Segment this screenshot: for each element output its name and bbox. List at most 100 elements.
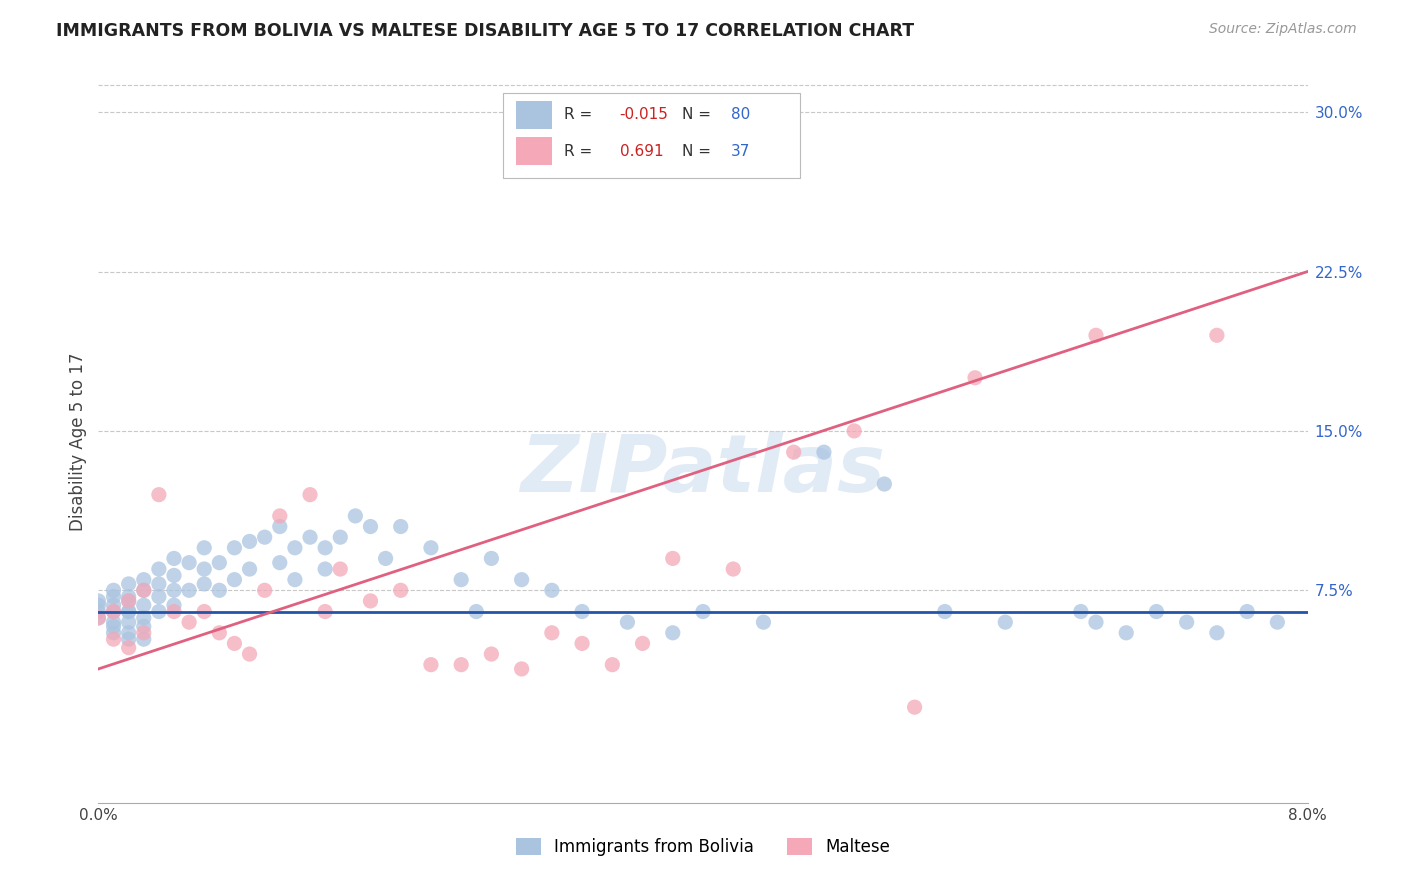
Point xyxy=(389,583,412,598)
Point xyxy=(87,594,110,608)
Point xyxy=(299,530,322,544)
Legend: Immigrants from Bolivia, Maltese: Immigrants from Bolivia, Maltese xyxy=(509,831,897,863)
Point xyxy=(208,625,231,640)
Point xyxy=(118,632,141,647)
Point xyxy=(87,605,110,619)
Point xyxy=(1236,605,1258,619)
Point xyxy=(224,541,246,555)
Point xyxy=(148,605,170,619)
Point xyxy=(389,519,412,533)
Point xyxy=(239,562,262,576)
Point xyxy=(1115,625,1137,640)
Point xyxy=(752,615,775,630)
Text: ZIPatlas: ZIPatlas xyxy=(520,432,886,509)
Point xyxy=(87,611,110,625)
Point xyxy=(284,573,307,587)
Point xyxy=(420,657,443,672)
Point xyxy=(994,615,1017,630)
Point xyxy=(269,508,291,523)
Point xyxy=(934,605,956,619)
Point xyxy=(87,598,110,612)
Point xyxy=(179,615,201,630)
Point xyxy=(1146,605,1168,619)
Point xyxy=(148,562,170,576)
Point xyxy=(103,598,125,612)
Bar xyxy=(503,93,800,178)
Point xyxy=(1070,605,1092,619)
Point xyxy=(132,583,155,598)
Point xyxy=(193,562,215,576)
Text: N =: N = xyxy=(682,144,716,159)
Point xyxy=(179,556,201,570)
Point xyxy=(253,530,276,544)
Text: N =: N = xyxy=(682,107,716,122)
Text: Source: ZipAtlas.com: Source: ZipAtlas.com xyxy=(1209,22,1357,37)
Point xyxy=(692,605,714,619)
Point xyxy=(163,568,186,582)
Point xyxy=(132,625,155,640)
Point xyxy=(103,619,125,633)
Point xyxy=(103,615,125,630)
Point xyxy=(661,625,683,640)
Text: IMMIGRANTS FROM BOLIVIA VS MALTESE DISABILITY AGE 5 TO 17 CORRELATION CHART: IMMIGRANTS FROM BOLIVIA VS MALTESE DISAB… xyxy=(56,22,914,40)
Point xyxy=(540,625,562,640)
Point xyxy=(208,556,231,570)
Point xyxy=(510,573,533,587)
Point xyxy=(844,424,866,438)
Text: -0.015: -0.015 xyxy=(620,107,668,122)
Point xyxy=(148,590,170,604)
Point xyxy=(179,583,201,598)
Point xyxy=(132,598,155,612)
Point xyxy=(103,632,125,647)
Point xyxy=(87,611,110,625)
Point xyxy=(813,445,835,459)
Point xyxy=(118,577,141,591)
Point xyxy=(571,636,593,650)
Point xyxy=(344,508,367,523)
Point xyxy=(148,488,170,502)
Point xyxy=(132,632,155,647)
Point xyxy=(253,583,276,598)
Point xyxy=(118,590,141,604)
Point xyxy=(314,541,336,555)
Point xyxy=(132,573,155,587)
Point xyxy=(481,647,503,661)
Bar xyxy=(516,101,551,128)
Point xyxy=(1206,328,1229,343)
Text: 37: 37 xyxy=(731,144,751,159)
Point xyxy=(193,577,215,591)
Point xyxy=(540,583,562,598)
Point xyxy=(132,619,155,633)
Text: 80: 80 xyxy=(731,107,749,122)
Text: 0.691: 0.691 xyxy=(620,144,664,159)
Point xyxy=(224,573,246,587)
Point xyxy=(420,541,443,555)
Point xyxy=(118,615,141,630)
Point xyxy=(481,551,503,566)
Bar xyxy=(516,137,551,165)
Point xyxy=(239,534,262,549)
Point xyxy=(239,647,262,661)
Point xyxy=(118,594,141,608)
Point xyxy=(193,541,215,555)
Point xyxy=(616,615,638,630)
Point xyxy=(148,577,170,591)
Point xyxy=(571,605,593,619)
Point xyxy=(1175,615,1198,630)
Point xyxy=(450,657,472,672)
Point xyxy=(103,605,125,619)
Point xyxy=(314,562,336,576)
Point xyxy=(118,625,141,640)
Point xyxy=(163,583,186,598)
Point xyxy=(783,445,806,459)
Point xyxy=(602,657,624,672)
Point xyxy=(450,573,472,587)
Point xyxy=(1267,615,1289,630)
Point xyxy=(873,477,896,491)
Point xyxy=(224,636,246,650)
Point xyxy=(314,605,336,619)
Point xyxy=(1206,625,1229,640)
Text: R =: R = xyxy=(564,144,602,159)
Point xyxy=(510,662,533,676)
Point xyxy=(299,488,322,502)
